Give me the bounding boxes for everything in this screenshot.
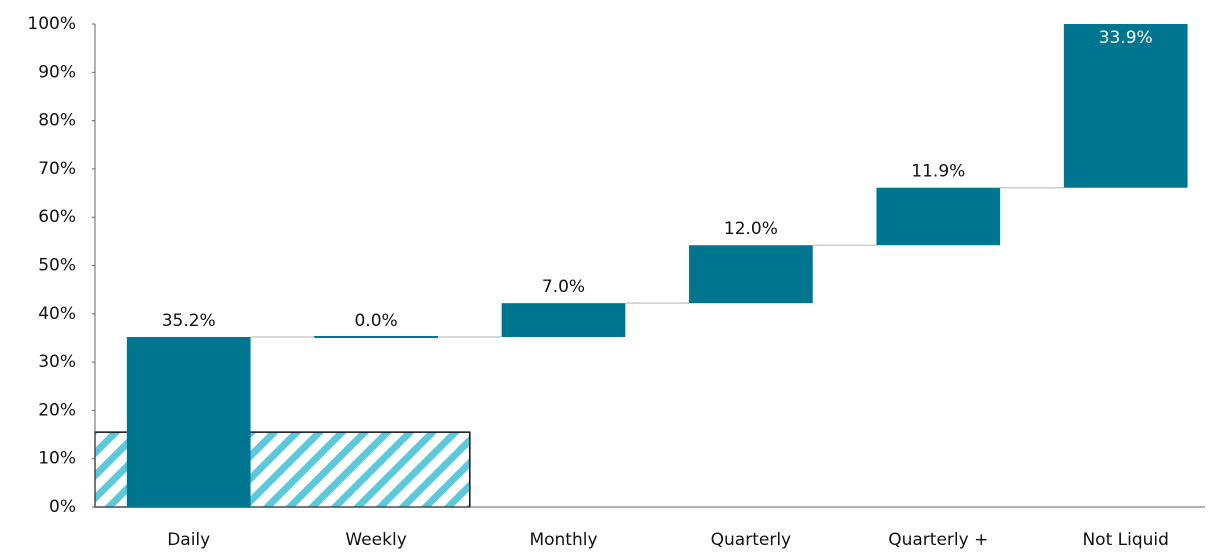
- x-tick-label: Quarterly: [711, 530, 791, 550]
- bar: [126, 336, 251, 507]
- y-tick-label: 0%: [49, 497, 76, 517]
- x-tick-label: Quarterly +: [888, 530, 988, 550]
- value-label: 33.9%: [1099, 28, 1153, 48]
- bar: [1063, 24, 1188, 188]
- value-label: 11.9%: [911, 162, 965, 182]
- y-tick-label: 20%: [38, 400, 76, 420]
- y-tick-label: 30%: [38, 352, 76, 372]
- value-label: 7.0%: [542, 277, 585, 297]
- value-label: 35.2%: [162, 311, 216, 331]
- y-tick-label: 90%: [38, 62, 76, 82]
- bar: [501, 303, 626, 337]
- x-tick-label: Weekly: [345, 530, 406, 550]
- bar: [876, 187, 1001, 246]
- y-tick-label: 100%: [27, 14, 76, 34]
- y-tick-label: 70%: [38, 159, 76, 179]
- x-tick-label: Daily: [167, 530, 210, 550]
- x-tick-label: Monthly: [529, 530, 597, 550]
- value-label: 0.0%: [354, 311, 397, 331]
- x-tick-label: Not Liquid: [1082, 530, 1168, 550]
- y-tick-label: 10%: [38, 449, 76, 469]
- y-tick-label: 60%: [38, 207, 76, 227]
- y-tick-label: 40%: [38, 304, 76, 324]
- bar: [689, 245, 813, 304]
- y-tick-label: 80%: [38, 111, 76, 131]
- bar: [314, 335, 438, 338]
- value-label: 12.0%: [724, 219, 778, 239]
- y-tick-label: 50%: [38, 256, 76, 276]
